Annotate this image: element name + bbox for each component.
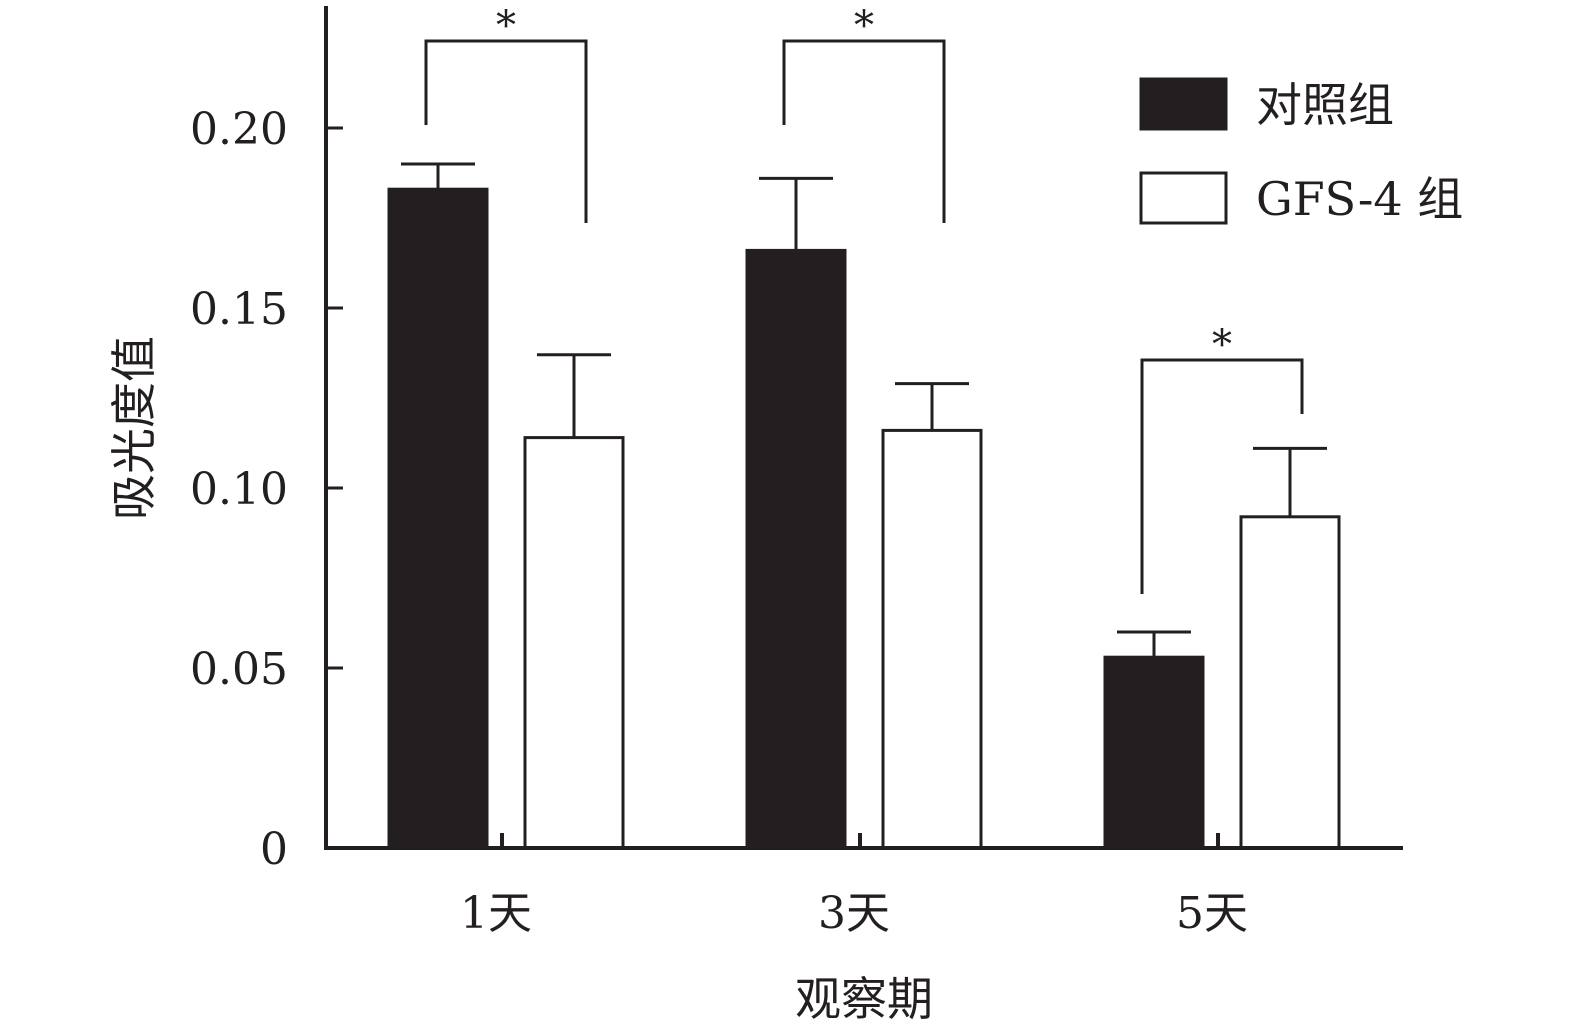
legend: 对照组 GFS-4 组 <box>1139 77 1463 226</box>
significance-marker-2: * <box>854 3 874 49</box>
y-tick-label-0: 0 <box>260 824 288 875</box>
legend-label-gfs4: GFS-4 组 <box>1256 172 1463 226</box>
y-axis-label: 吸光度值 <box>107 336 161 520</box>
y-tick-label-0.20: 0.20 <box>190 104 288 155</box>
bar-control-2 <box>745 248 847 850</box>
bar-gfs4-3 <box>1239 515 1341 850</box>
significance-layer: * * * <box>424 3 1304 594</box>
legend-label-control: 对照组 <box>1256 78 1394 132</box>
significance-marker-3: * <box>1212 322 1232 368</box>
bar-control-1 <box>387 187 489 850</box>
y-tick-label-0.05: 0.05 <box>190 644 288 695</box>
legend-swatch-control <box>1139 77 1228 131</box>
significance-bracket-3 <box>1140 358 1304 594</box>
bar-gfs4-1 <box>523 436 625 850</box>
y-tick-label-0.15: 0.15 <box>190 284 288 335</box>
bar-gfs4-2 <box>881 428 983 850</box>
bars-layer <box>387 187 1341 850</box>
bar-control-3 <box>1103 655 1205 850</box>
legend-swatch-gfs4 <box>1139 171 1228 225</box>
error-bars-layer <box>401 162 1327 658</box>
significance-marker-1: * <box>496 3 516 49</box>
axes-layer: 0 0.05 0.10 0.15 0.20 1天 3天 5天 <box>190 6 1403 939</box>
significance-bracket-1 <box>424 39 588 223</box>
x-axis-label: 观察期 <box>795 972 933 1026</box>
y-tick-label-0.10: 0.10 <box>190 464 288 515</box>
significance-bracket-2 <box>782 39 946 223</box>
x-tick-label-1: 1天 <box>460 888 532 939</box>
x-tick-label-3: 5天 <box>1176 888 1248 939</box>
x-tick-label-2: 3天 <box>818 888 890 939</box>
